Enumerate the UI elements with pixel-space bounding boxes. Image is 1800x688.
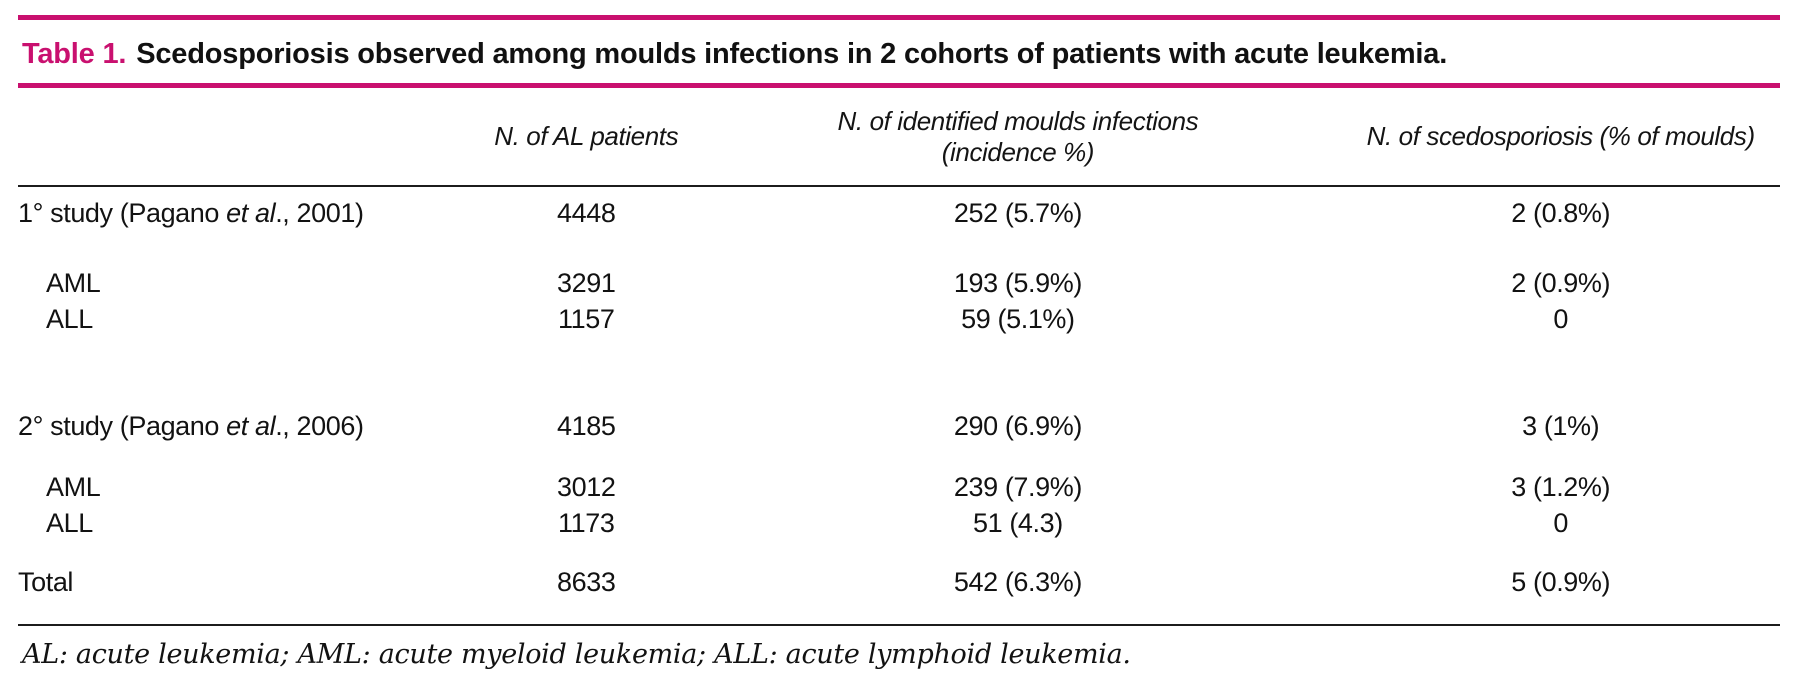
et-al-italic: et al <box>226 410 276 441</box>
table-row-total: Total 8633 542 (6.3%) 5 (0.9%) <box>18 541 1780 625</box>
cell-scedo: 2 (0.8%) <box>1511 198 1611 228</box>
cell-al-patients: 4448 <box>557 198 616 228</box>
cell-moulds: 290 (6.9%) <box>953 410 1082 441</box>
top-accent-rule <box>18 15 1780 20</box>
row-label: 2° study (Pagano et al., 2006) <box>18 410 364 441</box>
data-table: N. of AL patients N. of identified mould… <box>18 88 1780 626</box>
header-row-label <box>18 88 389 187</box>
cell-scedo: 3 (1.2%) <box>1511 471 1611 502</box>
cell-al-patients: 4185 <box>557 410 616 441</box>
table-row-study2-all: ALL 1173 51 (4.3) 0 <box>18 505 1780 541</box>
cell-moulds: 59 (5.1%) <box>961 303 1075 334</box>
table-row-study2-aml: AML 3012 239 (7.9%) 3 (1.2%) <box>18 469 1780 505</box>
row-label: AML <box>46 471 101 502</box>
title-bottom-accent-rule <box>18 83 1780 88</box>
table-row-study1-all: ALL 1157 59 (5.1%) 0 <box>18 301 1780 337</box>
table-header: N. of AL patients N. of identified mould… <box>18 88 1780 187</box>
table-title-label: Table 1. <box>22 38 127 70</box>
row-label: 1° study (Pagano et al., 2001) <box>18 198 364 228</box>
row-label: ALL <box>46 303 93 334</box>
cell-al-patients: 1157 <box>558 303 615 334</box>
header-scedosporiosis: N. of scedosporiosis (% of moulds) <box>1251 88 1780 187</box>
cell-moulds: 239 (7.9%) <box>953 471 1082 502</box>
table-row-study2: 2° study (Pagano et al., 2006) 4185 290 … <box>18 399 1780 453</box>
cell-al-patients: 1173 <box>558 507 615 538</box>
et-al-italic: et al <box>226 198 276 228</box>
table-title: Table 1. Scedosporiosis observed among mo… <box>22 39 1780 69</box>
row-label: AML <box>46 267 101 298</box>
spacer-row <box>18 337 1780 399</box>
header-moulds-infections: N. of identified moulds infections (inci… <box>784 88 1252 187</box>
cell-scedo: 2 (0.9%) <box>1511 267 1611 298</box>
row-label: Total <box>18 567 74 597</box>
table-title-text: Scedosporiosis observed among moulds inf… <box>136 38 1448 70</box>
table-figure: Table 1. Scedosporiosis observed among mo… <box>18 15 1780 670</box>
cell-scedo: 5 (0.9%) <box>1511 567 1611 597</box>
cell-moulds: 51 (4.3) <box>972 507 1063 538</box>
table-row-study1-aml: AML 3291 193 (5.9%) 2 (0.9%) <box>18 265 1780 301</box>
cell-moulds: 252 (5.7%) <box>953 198 1082 228</box>
table-footnote: AL: acute leukemia; AML: acute myeloid l… <box>22 639 1131 670</box>
header-row: N. of AL patients N. of identified mould… <box>18 88 1780 187</box>
header-al-patients: N. of AL patients <box>388 88 785 187</box>
spacer-row <box>18 240 1780 265</box>
row-label: ALL <box>46 507 93 538</box>
cell-moulds: 193 (5.9%) <box>953 267 1082 298</box>
spacer-row <box>18 453 1780 469</box>
cell-scedo: 0 <box>1553 303 1568 334</box>
cell-al-patients: 3291 <box>557 267 616 298</box>
cell-al-patients: 8633 <box>557 567 616 597</box>
cell-scedo: 3 (1%) <box>1522 410 1600 441</box>
cell-moulds: 542 (6.3%) <box>953 567 1082 597</box>
cell-al-patients: 3012 <box>557 471 616 502</box>
table-row-study1: 1° study (Pagano et al., 2001) 4448 252 … <box>18 186 1780 240</box>
cell-scedo: 0 <box>1553 507 1568 538</box>
